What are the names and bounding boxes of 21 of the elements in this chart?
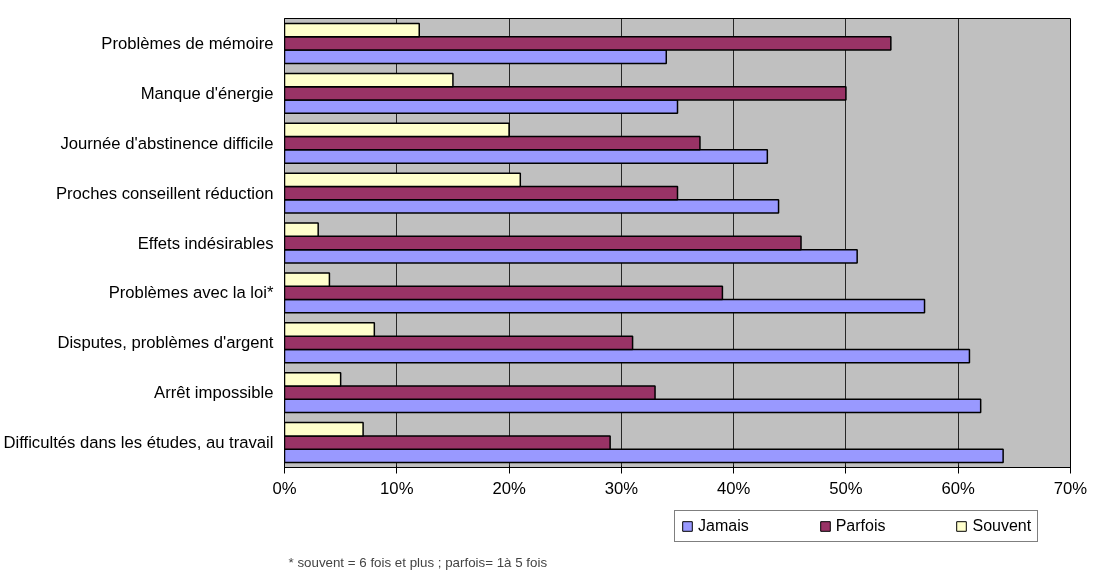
x-tick-label: 40% [716,478,751,498]
x-tick-label: 60% [941,478,976,498]
legend-label: Souvent [972,517,1032,535]
x-tick-label: 50% [829,478,863,498]
legend-label: Jamais [698,517,749,535]
legend-label: Parfois [835,517,886,535]
y-tick-label: Problèmes avec la loi* [108,283,275,303]
x-tick-label: 10% [380,478,414,498]
x-tick-label: 0% [272,478,297,498]
y-tick-label: Effets indésirables [137,233,274,253]
x-tick-label: 30% [604,478,639,498]
y-tick-label: Arrêt impossible [154,383,274,403]
text: * souvent = 6 fois et plus ; parfois= 1à 5 fois [288,554,548,570]
y-tick-label: Problèmes de mémoire [101,33,274,53]
y-tick-label: Difficultés dans les études, au travail [3,433,274,453]
y-tick-label: Disputes, problèmes d'argent [57,333,274,353]
y-tick-label: Journée d'abstinence difficile [60,133,274,153]
x-tick-label: 20% [492,478,526,498]
y-tick-label: Manque d'énergie [140,83,274,103]
y-tick-label: Proches conseillent réduction [55,183,274,203]
x-tick-label: 70% [1053,478,1088,498]
